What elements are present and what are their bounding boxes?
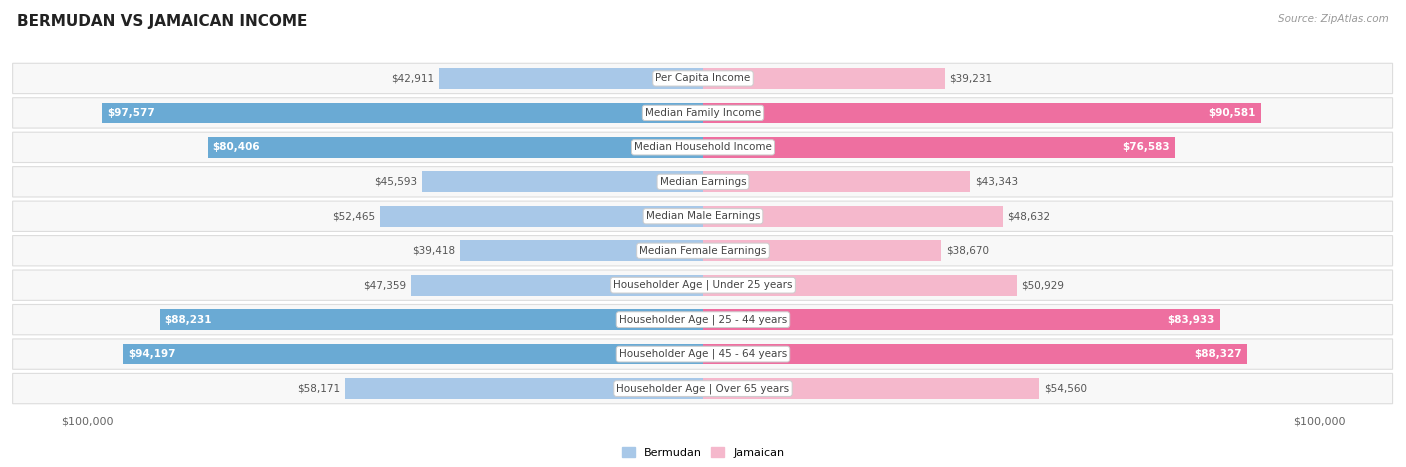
Text: Source: ZipAtlas.com: Source: ZipAtlas.com (1278, 14, 1389, 24)
Text: Median Male Earnings: Median Male Earnings (645, 211, 761, 221)
Bar (208, 137, 703, 158)
Bar (160, 309, 703, 330)
Bar (412, 275, 703, 296)
Bar (122, 344, 703, 364)
Text: $52,465: $52,465 (332, 211, 375, 221)
Text: $38,670: $38,670 (946, 246, 988, 256)
Text: $48,632: $48,632 (1008, 211, 1050, 221)
Text: $90,581: $90,581 (1209, 108, 1256, 118)
Bar (703, 309, 1220, 330)
Bar (703, 241, 941, 261)
Text: $58,171: $58,171 (297, 383, 340, 394)
FancyBboxPatch shape (13, 63, 1392, 93)
Text: $54,560: $54,560 (1045, 383, 1087, 394)
Text: $88,231: $88,231 (165, 315, 212, 325)
Text: $39,231: $39,231 (949, 73, 993, 84)
Text: $39,418: $39,418 (412, 246, 456, 256)
Text: Median Female Earnings: Median Female Earnings (640, 246, 766, 256)
Bar (703, 68, 945, 89)
FancyBboxPatch shape (13, 374, 1392, 404)
Legend: Bermudan, Jamaican: Bermudan, Jamaican (617, 443, 789, 462)
FancyBboxPatch shape (13, 235, 1392, 266)
Bar (703, 275, 1017, 296)
Text: Per Capita Income: Per Capita Income (655, 73, 751, 84)
FancyBboxPatch shape (13, 304, 1392, 335)
Bar (703, 137, 1174, 158)
Bar (703, 344, 1247, 364)
Text: Median Family Income: Median Family Income (645, 108, 761, 118)
FancyBboxPatch shape (13, 167, 1392, 197)
Bar (344, 378, 703, 399)
Bar (703, 206, 1002, 226)
Text: $50,929: $50,929 (1022, 280, 1064, 290)
Text: BERMUDAN VS JAMAICAN INCOME: BERMUDAN VS JAMAICAN INCOME (17, 14, 308, 29)
Text: $42,911: $42,911 (391, 73, 434, 84)
Text: $80,406: $80,406 (212, 142, 260, 152)
Text: $88,327: $88,327 (1195, 349, 1241, 359)
Bar (422, 171, 703, 192)
Bar (103, 103, 703, 123)
Text: Median Household Income: Median Household Income (634, 142, 772, 152)
Bar (460, 241, 703, 261)
Text: Householder Age | Over 65 years: Householder Age | Over 65 years (616, 383, 790, 394)
Bar (703, 103, 1261, 123)
Text: $94,197: $94,197 (128, 349, 176, 359)
Bar (703, 171, 970, 192)
FancyBboxPatch shape (13, 132, 1392, 163)
Text: Householder Age | Under 25 years: Householder Age | Under 25 years (613, 280, 793, 290)
Text: $47,359: $47,359 (363, 280, 406, 290)
Bar (703, 378, 1039, 399)
FancyBboxPatch shape (13, 201, 1392, 232)
Text: $97,577: $97,577 (107, 108, 155, 118)
FancyBboxPatch shape (13, 98, 1392, 128)
FancyBboxPatch shape (13, 270, 1392, 300)
Text: Median Earnings: Median Earnings (659, 177, 747, 187)
Text: $43,343: $43,343 (974, 177, 1018, 187)
Text: $83,933: $83,933 (1167, 315, 1215, 325)
Text: $76,583: $76,583 (1122, 142, 1170, 152)
Text: Householder Age | 45 - 64 years: Householder Age | 45 - 64 years (619, 349, 787, 359)
Bar (380, 206, 703, 226)
FancyBboxPatch shape (13, 339, 1392, 369)
Text: Householder Age | 25 - 44 years: Householder Age | 25 - 44 years (619, 314, 787, 325)
Text: $45,593: $45,593 (374, 177, 418, 187)
Bar (439, 68, 703, 89)
